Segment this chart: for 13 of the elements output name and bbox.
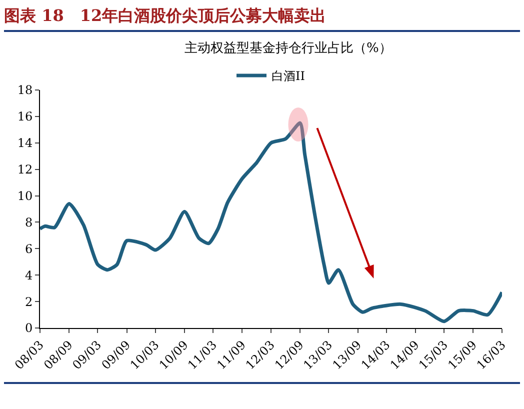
y-tick-label: 4 [24, 268, 33, 282]
y-tick-label: 8 [24, 215, 33, 230]
legend-label: 白酒II [272, 69, 306, 84]
chart-subtitle: 主动权益型基金持仓行业占比（%） [184, 40, 392, 56]
y-tick-label: 0 [24, 321, 33, 336]
y-tick-label: 12 [17, 162, 33, 177]
y-tick-label: 16 [17, 110, 33, 124]
y-tick-label: 2 [24, 294, 33, 309]
chart-title: 图表 18 12年白酒股价尖顶后公募大幅卖出 [4, 4, 520, 32]
y-tick-label: 10 [17, 188, 33, 203]
y-tick-label: 18 [17, 83, 33, 98]
y-tick-label: 6 [24, 242, 33, 256]
y-tick-label: 14 [17, 136, 33, 150]
